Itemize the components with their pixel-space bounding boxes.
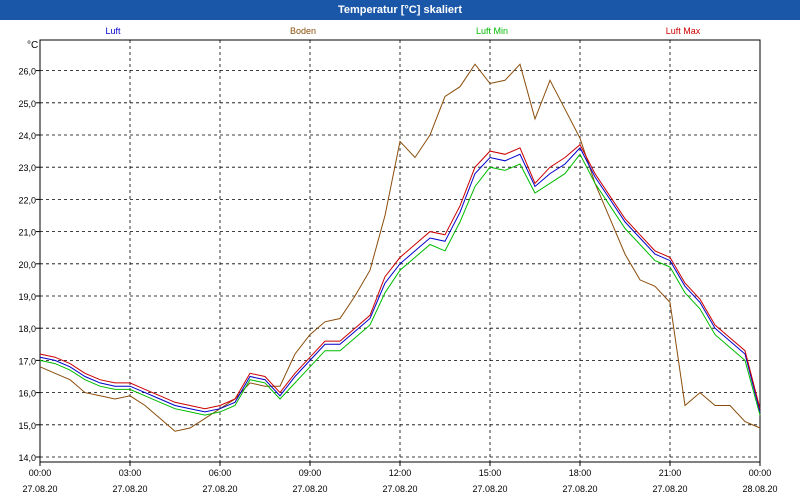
y-tick-label: 22,0 [18, 195, 36, 205]
series-line-luft-max [39, 143, 761, 410]
x-tick-date: 27.08.20 [382, 484, 417, 494]
y-tick-label: 26,0 [18, 67, 36, 77]
y-tick-label: 14,0 [18, 453, 36, 463]
y-tick-label: 24,0 [18, 131, 36, 141]
legend-entry: Luft [105, 26, 121, 36]
legend-entry: Luft Max [666, 26, 701, 36]
y-tick-label: 23,0 [18, 163, 36, 173]
series-lines [39, 63, 761, 432]
series-line-luft-min [39, 153, 761, 416]
x-tick-time: 03:00 [119, 468, 142, 478]
y-tick-label: 17,0 [18, 356, 36, 366]
x-axis-ticks: 00:00 27.08.20 03:00 27.08.20 06:00 27.08.20 0… [22, 462, 778, 494]
x-tick-time: 06:00 [209, 468, 232, 478]
y-tick-label: 25,0 [18, 99, 36, 109]
chart-title: Temperatur [°C] skaliert [0, 0, 800, 20]
series-line-boden [39, 63, 761, 432]
y-tick-label: 15,0 [18, 421, 36, 431]
y-axis-ticks: 14,0 15,0 16,0 17,0 18,0 19,0 20,0 21,0 22,0 23,0… [18, 67, 40, 463]
y-axis-label: °C [27, 40, 38, 51]
x-tick-date: 28.08.20 [742, 484, 777, 494]
x-tick-time: 00:00 [749, 468, 772, 478]
x-tick-date: 27.08.20 [652, 484, 687, 494]
x-tick-date: 27.08.20 [562, 484, 597, 494]
chart-area: 14,0 15,0 16,0 17,0 18,0 19,0 20,0 21,0 22,0 23,0… [0, 20, 800, 500]
y-tick-label: 18,0 [18, 324, 36, 334]
legend: Luft Boden Luft Min Luft Max [105, 26, 700, 36]
grid [40, 40, 760, 462]
y-tick-label: 16,0 [18, 389, 36, 399]
legend-entry: Luft Min [476, 26, 508, 36]
x-tick-time: 18:00 [569, 468, 592, 478]
chart-background [0, 20, 800, 500]
x-tick-time: 00:00 [29, 468, 52, 478]
x-tick-date: 27.08.20 [202, 484, 237, 494]
y-tick-label: 20,0 [18, 260, 36, 270]
x-tick-time: 12:00 [389, 468, 412, 478]
x-tick-time: 21:00 [659, 468, 682, 478]
y-tick-label: 19,0 [18, 292, 36, 302]
x-tick-date: 27.08.20 [472, 484, 507, 494]
y-tick-label: 21,0 [18, 228, 36, 238]
x-tick-date: 27.08.20 [112, 484, 147, 494]
series-line-luft [39, 147, 761, 413]
legend-entry: Boden [290, 26, 316, 36]
x-tick-time: 15:00 [479, 468, 502, 478]
x-tick-time: 09:00 [299, 468, 322, 478]
x-tick-date: 27.08.20 [22, 484, 57, 494]
x-tick-date: 27.08.20 [292, 484, 327, 494]
